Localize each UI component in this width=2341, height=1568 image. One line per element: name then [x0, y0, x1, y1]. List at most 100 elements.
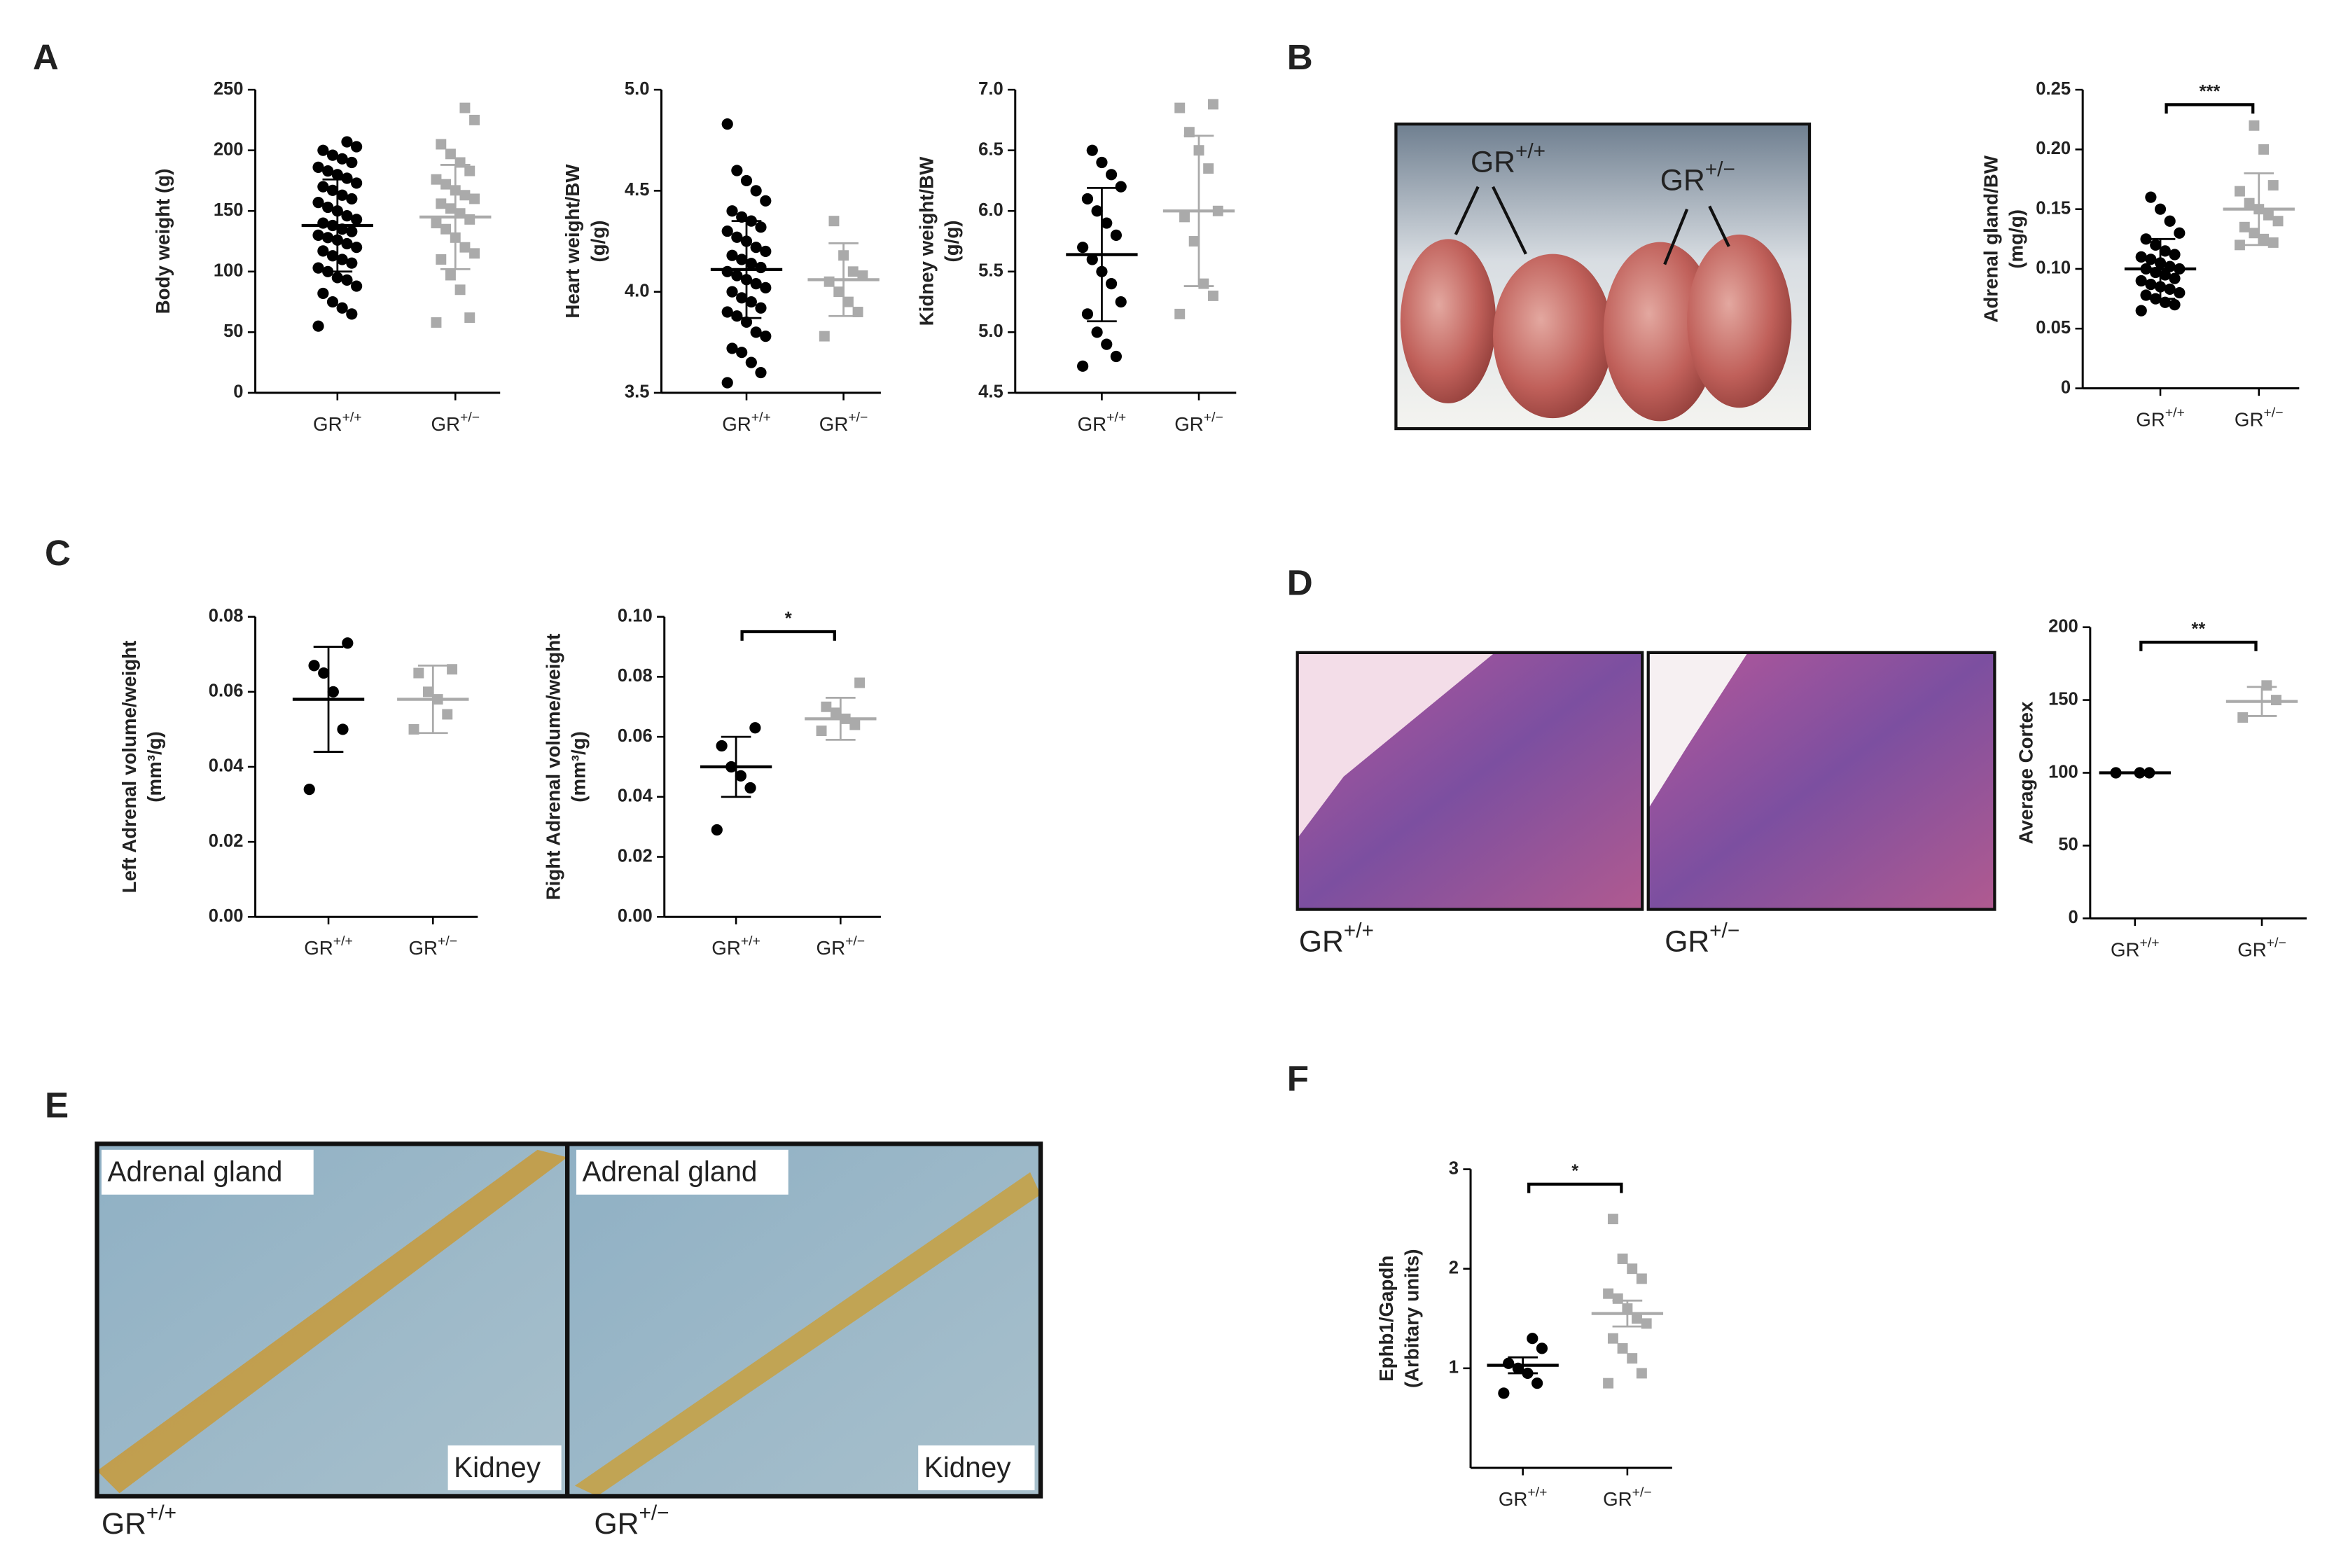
data-point	[2135, 305, 2147, 317]
y-tick-label: 7.0	[978, 79, 1003, 99]
y-axis-label: Heart weight/BW	[562, 164, 583, 319]
y-axis-label: Body weight (g)	[152, 169, 174, 314]
x-tick-label: GR+/+	[304, 934, 353, 959]
data-point	[342, 637, 354, 649]
panel-label: B	[1287, 37, 1313, 77]
data-point	[2263, 209, 2274, 221]
data-point	[750, 278, 762, 290]
y-tick-label: 0.04	[209, 756, 244, 776]
panel-label: A	[33, 37, 59, 77]
data-point	[1077, 242, 1089, 254]
data-point	[341, 237, 353, 250]
x-tick-label: GR+/+	[2111, 935, 2160, 960]
data-point	[736, 347, 748, 359]
data-point	[447, 664, 458, 675]
data-point	[1527, 1333, 1538, 1345]
data-point	[745, 356, 757, 368]
y-axis-label: Adrenal gland/BW	[1980, 155, 2001, 322]
image-caption: GR+/+	[1299, 920, 1374, 959]
data-point	[2164, 215, 2176, 227]
y-tick-label: 150	[2048, 689, 2078, 709]
data-point	[744, 782, 756, 794]
data-point	[1603, 1288, 1614, 1299]
data-point	[755, 221, 767, 233]
data-point	[1603, 1378, 1614, 1389]
data-point	[2239, 221, 2250, 233]
data-point	[760, 282, 772, 293]
y-tick-label: 0.00	[209, 906, 244, 926]
x-tick-label: GR+/+	[313, 410, 362, 435]
data-point	[716, 740, 728, 752]
data-point	[326, 250, 339, 262]
data-point	[2159, 269, 2171, 281]
data-point	[745, 296, 757, 308]
data-point	[736, 211, 748, 223]
data-point	[731, 231, 743, 243]
data-point	[2145, 254, 2157, 265]
data-point	[2159, 245, 2171, 257]
data-point	[346, 257, 358, 269]
y-tick-label: 5.0	[625, 79, 650, 99]
data-point	[1617, 1254, 1628, 1264]
data-point	[824, 276, 835, 287]
y-tick-label: 0.20	[2036, 139, 2071, 158]
region-label: Adrenal gland	[582, 1156, 757, 1188]
data-point	[351, 242, 363, 254]
data-point	[312, 197, 324, 209]
x-tick-label: GR+/−	[431, 410, 480, 435]
data-point	[819, 331, 830, 342]
data-point	[2169, 299, 2181, 311]
data-point	[317, 217, 329, 229]
data-point	[351, 141, 363, 153]
data-point	[726, 205, 738, 217]
data-point	[1612, 1293, 1623, 1304]
data-point	[750, 242, 762, 254]
data-point	[1627, 1263, 1638, 1275]
data-point	[721, 306, 733, 318]
data-point	[1531, 1378, 1543, 1389]
y-tick-label: 4.5	[978, 382, 1003, 402]
y-tick-label: 0.25	[2036, 79, 2071, 99]
data-point	[459, 242, 471, 253]
data-point	[1101, 338, 1113, 350]
data-point	[842, 296, 854, 307]
y-tick-label: 0.10	[2036, 258, 2071, 278]
photo-b: GR+/+ GR+/−	[1394, 123, 1812, 431]
data-point	[440, 223, 452, 235]
panel-label: F	[1287, 1058, 1309, 1098]
data-point	[721, 225, 733, 237]
y-tick-label: 0	[2069, 908, 2078, 927]
data-point	[445, 203, 456, 214]
y-tick-label: 0.06	[618, 726, 653, 746]
data-point	[721, 377, 733, 389]
data-point	[749, 722, 761, 734]
y-tick-label: 0.08	[209, 606, 244, 625]
data-point	[351, 280, 363, 292]
data-point	[852, 307, 863, 317]
data-point	[735, 770, 747, 782]
region-label: Adrenal gland	[108, 1156, 283, 1188]
data-point	[2249, 228, 2260, 239]
y-tick-label: 6.0	[978, 200, 1003, 220]
data-point	[2272, 216, 2284, 227]
data-point	[312, 320, 324, 332]
y-tick-label: 200	[2048, 616, 2078, 636]
data-point	[2174, 227, 2186, 239]
y-axis-label: Ephb1/Gapdh	[1375, 1256, 1397, 1382]
data-point	[2261, 680, 2272, 691]
data-point	[327, 686, 339, 698]
data-point	[336, 254, 348, 265]
x-tick-label: GR+/+	[1078, 410, 1127, 435]
data-point	[847, 266, 859, 277]
y-tick-label: 3	[1449, 1158, 1459, 1178]
panel-label: C	[45, 533, 71, 573]
data-point	[755, 302, 767, 314]
data-point	[1627, 1353, 1638, 1364]
data-point	[750, 185, 762, 197]
photo-label: GR+/−	[1660, 158, 1735, 197]
data-point	[1081, 193, 1094, 205]
data-point	[331, 169, 343, 181]
x-tick-label: GR+/−	[817, 934, 866, 959]
y-tick-label: 0	[2061, 377, 2071, 397]
data-point	[760, 245, 772, 258]
